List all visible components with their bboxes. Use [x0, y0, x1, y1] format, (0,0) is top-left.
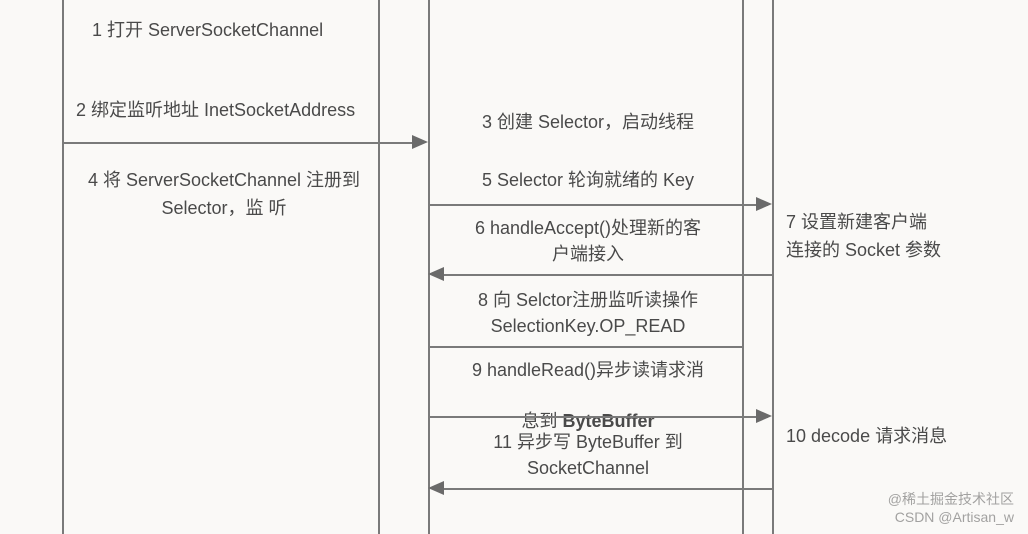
step-5-label: 5 Selector 轮询就绪的 Key — [448, 168, 728, 193]
arrow-3to2-b — [444, 488, 774, 490]
arrow-2to3-a-head — [756, 197, 772, 211]
arrow-1to2 — [62, 142, 422, 144]
step-11-label-line2: SocketChannel — [440, 456, 736, 481]
step-9-label-line1: 9 handleRead()异步读请求消 — [440, 358, 736, 383]
watermark-line2: CSDN @Artisan_w — [888, 508, 1014, 526]
step-8-label-line2: SelectionKey.OP_READ — [440, 314, 736, 339]
step-6-label-line2: 户端接入 — [440, 242, 736, 267]
watermark-line1: @稀土掘金技术社区 — [888, 490, 1014, 508]
arrow-2to3-a — [428, 204, 768, 206]
step-9-pre: 息到 — [521, 411, 562, 431]
step-3-label: 3 创建 Selector，启动线程 — [448, 110, 728, 135]
step-6-label-line1: 6 handleAccept()处理新的客 — [440, 216, 736, 241]
step-7-label-line2: 连接的 Socket 参数 — [786, 238, 941, 263]
lane2-right-line — [742, 0, 744, 534]
sequence-diagram: 1 打开 ServerSocketChannel 2 绑定监听地址 InetSo… — [0, 0, 1028, 534]
sep-after-8 — [428, 346, 744, 348]
lane3-left-line — [772, 0, 774, 534]
arrow-1to2-head — [412, 135, 428, 149]
step-9-bold: ByteBuffer — [563, 411, 655, 431]
step-4-label-line2: Selector，监 听 — [70, 196, 378, 221]
lane1-right-line — [378, 0, 380, 534]
step-7-label-line1: 7 设置新建客户端 — [786, 210, 927, 235]
step-8-label-line1: 8 向 Selctor注册监听读操作 — [440, 288, 736, 313]
step-1-label: 1 打开 ServerSocketChannel — [92, 18, 323, 43]
arrow-3to2-b-head — [428, 481, 444, 495]
step-4-label-line1: 4 将 ServerSocketChannel 注册到 — [70, 168, 378, 193]
step-9-label-line2: 息到 ByteBuffer — [440, 384, 736, 434]
step-11-label-line1: 11 异步写 ByteBuffer 到 — [440, 430, 736, 455]
step-2-label: 2 绑定监听地址 InetSocketAddress — [76, 98, 355, 123]
watermark: @稀土掘金技术社区 CSDN @Artisan_w — [888, 490, 1014, 526]
arrow-2to3-b-head — [756, 409, 772, 423]
arrow-3to2-a-head — [428, 267, 444, 281]
arrow-2to3-b — [428, 416, 768, 418]
lane1-left-line — [62, 0, 64, 534]
arrow-3to2-a — [444, 274, 774, 276]
step-10-label: 10 decode 请求消息 — [786, 424, 947, 449]
